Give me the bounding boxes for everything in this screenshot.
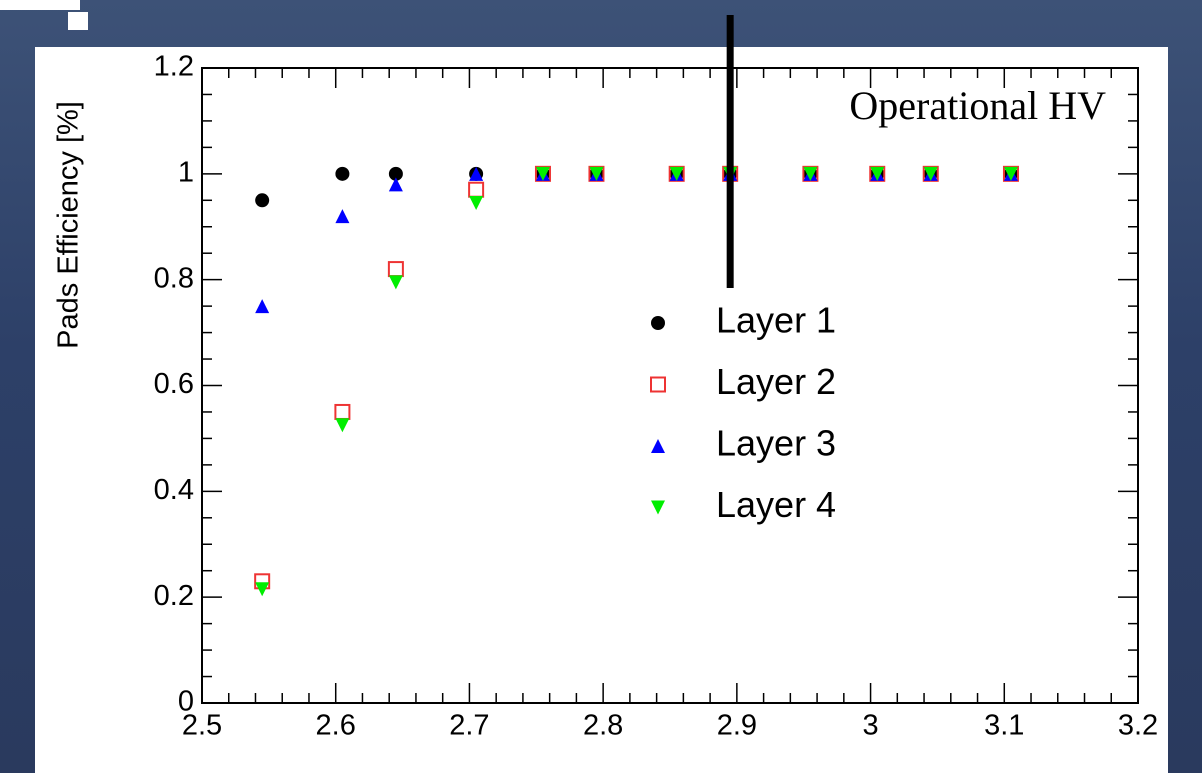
x-tick-label: 2.7 xyxy=(449,710,489,742)
point xyxy=(335,167,349,181)
y-tick-label: 1 xyxy=(178,156,194,188)
chart: Pads Efficiency [%] 00.20.40.60.811.22.5… xyxy=(0,0,1202,773)
y-tick-label: 0.6 xyxy=(154,368,194,400)
point xyxy=(255,193,269,207)
x-tick-label: 2.9 xyxy=(717,710,757,742)
y-axis-label: Pads Efficiency [%] xyxy=(53,101,85,349)
legend-label: Layer 3 xyxy=(716,423,836,464)
y-tick-label: 0.2 xyxy=(154,580,194,612)
x-tick-label: 3.2 xyxy=(1118,710,1158,742)
x-tick-label: 2.5 xyxy=(182,710,222,742)
legend-label: Layer 1 xyxy=(716,300,836,341)
x-tick-label: 3 xyxy=(863,710,879,742)
legend-label: Layer 4 xyxy=(716,484,836,525)
decor xyxy=(68,12,88,30)
plot-panel xyxy=(35,47,1168,773)
y-tick-label: 0.8 xyxy=(154,262,194,294)
y-tick-label: 1.2 xyxy=(154,51,194,83)
x-tick-label: 2.6 xyxy=(316,710,356,742)
legend-label: Layer 2 xyxy=(716,361,836,402)
annotation-text: Operational HV xyxy=(849,83,1106,128)
x-tick-label: 3.1 xyxy=(984,710,1024,742)
decor xyxy=(0,0,80,10)
legend-marker xyxy=(651,316,665,330)
page: Pads Efficiency [%] 00.20.40.60.811.22.5… xyxy=(0,0,1202,773)
y-tick-label: 0.4 xyxy=(154,474,194,506)
x-tick-label: 2.8 xyxy=(583,710,623,742)
